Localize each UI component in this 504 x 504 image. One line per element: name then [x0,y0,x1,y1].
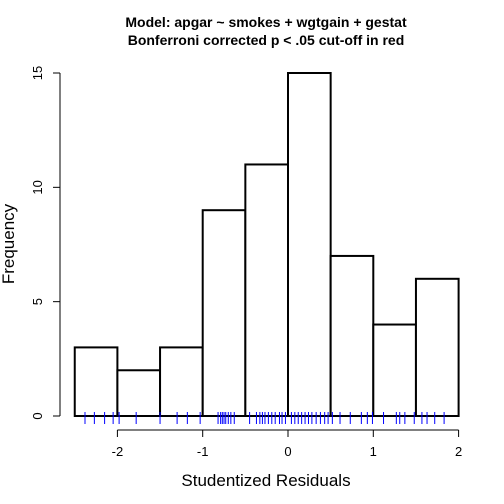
histogram-bar [73,346,119,417]
y-axis: 0 5 10 15 [30,66,61,420]
y-tick-label: 15 [30,66,45,80]
x-tick-label: -1 [197,444,209,459]
histogram-bar [329,254,375,417]
rug-marks [84,412,445,424]
x-axis-title: Studentized Residuals [181,471,350,490]
histogram-bar [372,323,417,417]
y-axis-title: Frequency [0,203,18,284]
chart-subtitle: Bonferroni corrected p < .05 cut-off in … [128,32,405,48]
histogram-bar [159,346,204,417]
x-tick-label: 2 [455,444,462,459]
histogram-bar [244,163,290,417]
histogram-bars [73,72,460,417]
x-axis: -2 -1 0 1 2 [112,429,462,459]
histogram-bar [116,369,162,417]
chart-title: Model: apgar ~ smokes + wgtgain + gestat [125,14,407,30]
x-tick-label: 0 [284,444,291,459]
y-tick-label: 5 [30,298,45,305]
histogram-bar [201,209,247,417]
x-tick-label: -2 [112,444,124,459]
histogram-bar [414,277,460,417]
y-tick-label: 10 [30,180,45,194]
histogram-bar [287,72,332,417]
x-tick-label: 1 [370,444,377,459]
y-tick-label: 0 [30,412,45,419]
